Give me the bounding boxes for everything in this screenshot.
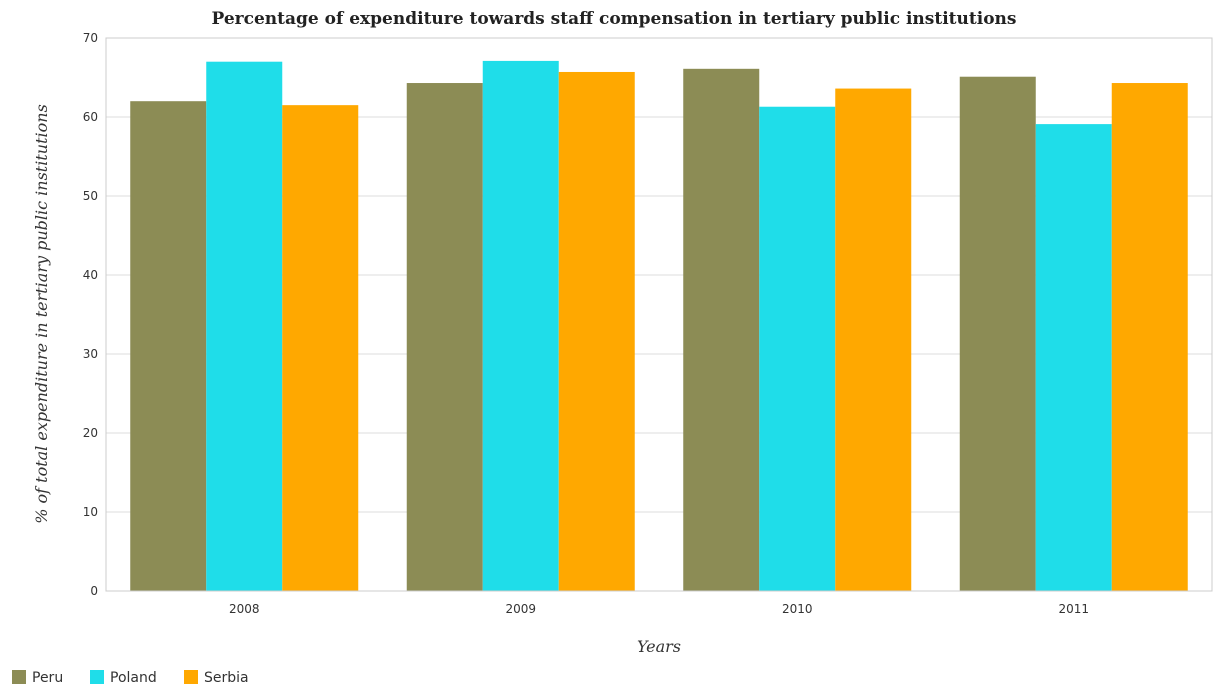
- y-ticks: 0 10 20 30 40 50 60 70: [83, 31, 98, 598]
- y-tick-label: 40: [83, 268, 98, 282]
- chart-title: Percentage of expenditure towards staff …: [212, 9, 1017, 29]
- bar-serbia-2011: [1111, 83, 1188, 591]
- legend-label-serbia: Serbia: [204, 670, 249, 686]
- bar-peru-2011: [959, 76, 1036, 591]
- bar-poland-2008: [206, 61, 283, 591]
- y-tick-label: 0: [90, 584, 98, 598]
- y-tick-label: 50: [83, 189, 98, 203]
- x-tick-label: 2010: [782, 602, 813, 616]
- x-axis-label: Years: [637, 637, 681, 656]
- y-tick-label: 10: [83, 505, 98, 519]
- bars: [130, 60, 1188, 592]
- bar-poland-2010: [759, 106, 836, 591]
- bar-poland-2011: [1035, 124, 1112, 592]
- bar-peru-2008: [130, 101, 207, 591]
- legend-swatch-poland: [90, 670, 104, 684]
- bar-serbia-2010: [835, 88, 912, 591]
- bar-poland-2009: [482, 60, 559, 592]
- x-ticks: 2008 2009 2010 2011: [229, 602, 1089, 616]
- y-tick-label: 70: [83, 31, 98, 45]
- bar-serbia-2008: [282, 105, 359, 592]
- y-tick-label: 20: [83, 426, 98, 440]
- bar-peru-2009: [406, 83, 483, 591]
- legend-label-peru: Peru: [32, 670, 63, 686]
- x-tick-label: 2008: [229, 602, 260, 616]
- bar-peru-2010: [683, 68, 760, 591]
- legend: Peru Poland Serbia: [12, 670, 249, 686]
- plot-frame: [105, 37, 1213, 592]
- y-tick-label: 60: [83, 110, 98, 124]
- legend-swatch-peru: [12, 670, 26, 684]
- x-tick-label: 2009: [505, 602, 536, 616]
- y-tick-label: 30: [83, 347, 98, 361]
- legend-swatch-serbia: [184, 670, 198, 684]
- bar-serbia-2009: [558, 71, 635, 592]
- y-axis-label: % of total expenditure in tertiary publi…: [32, 104, 51, 524]
- x-tick-label: 2011: [1058, 602, 1089, 616]
- legend-label-poland: Poland: [110, 670, 157, 686]
